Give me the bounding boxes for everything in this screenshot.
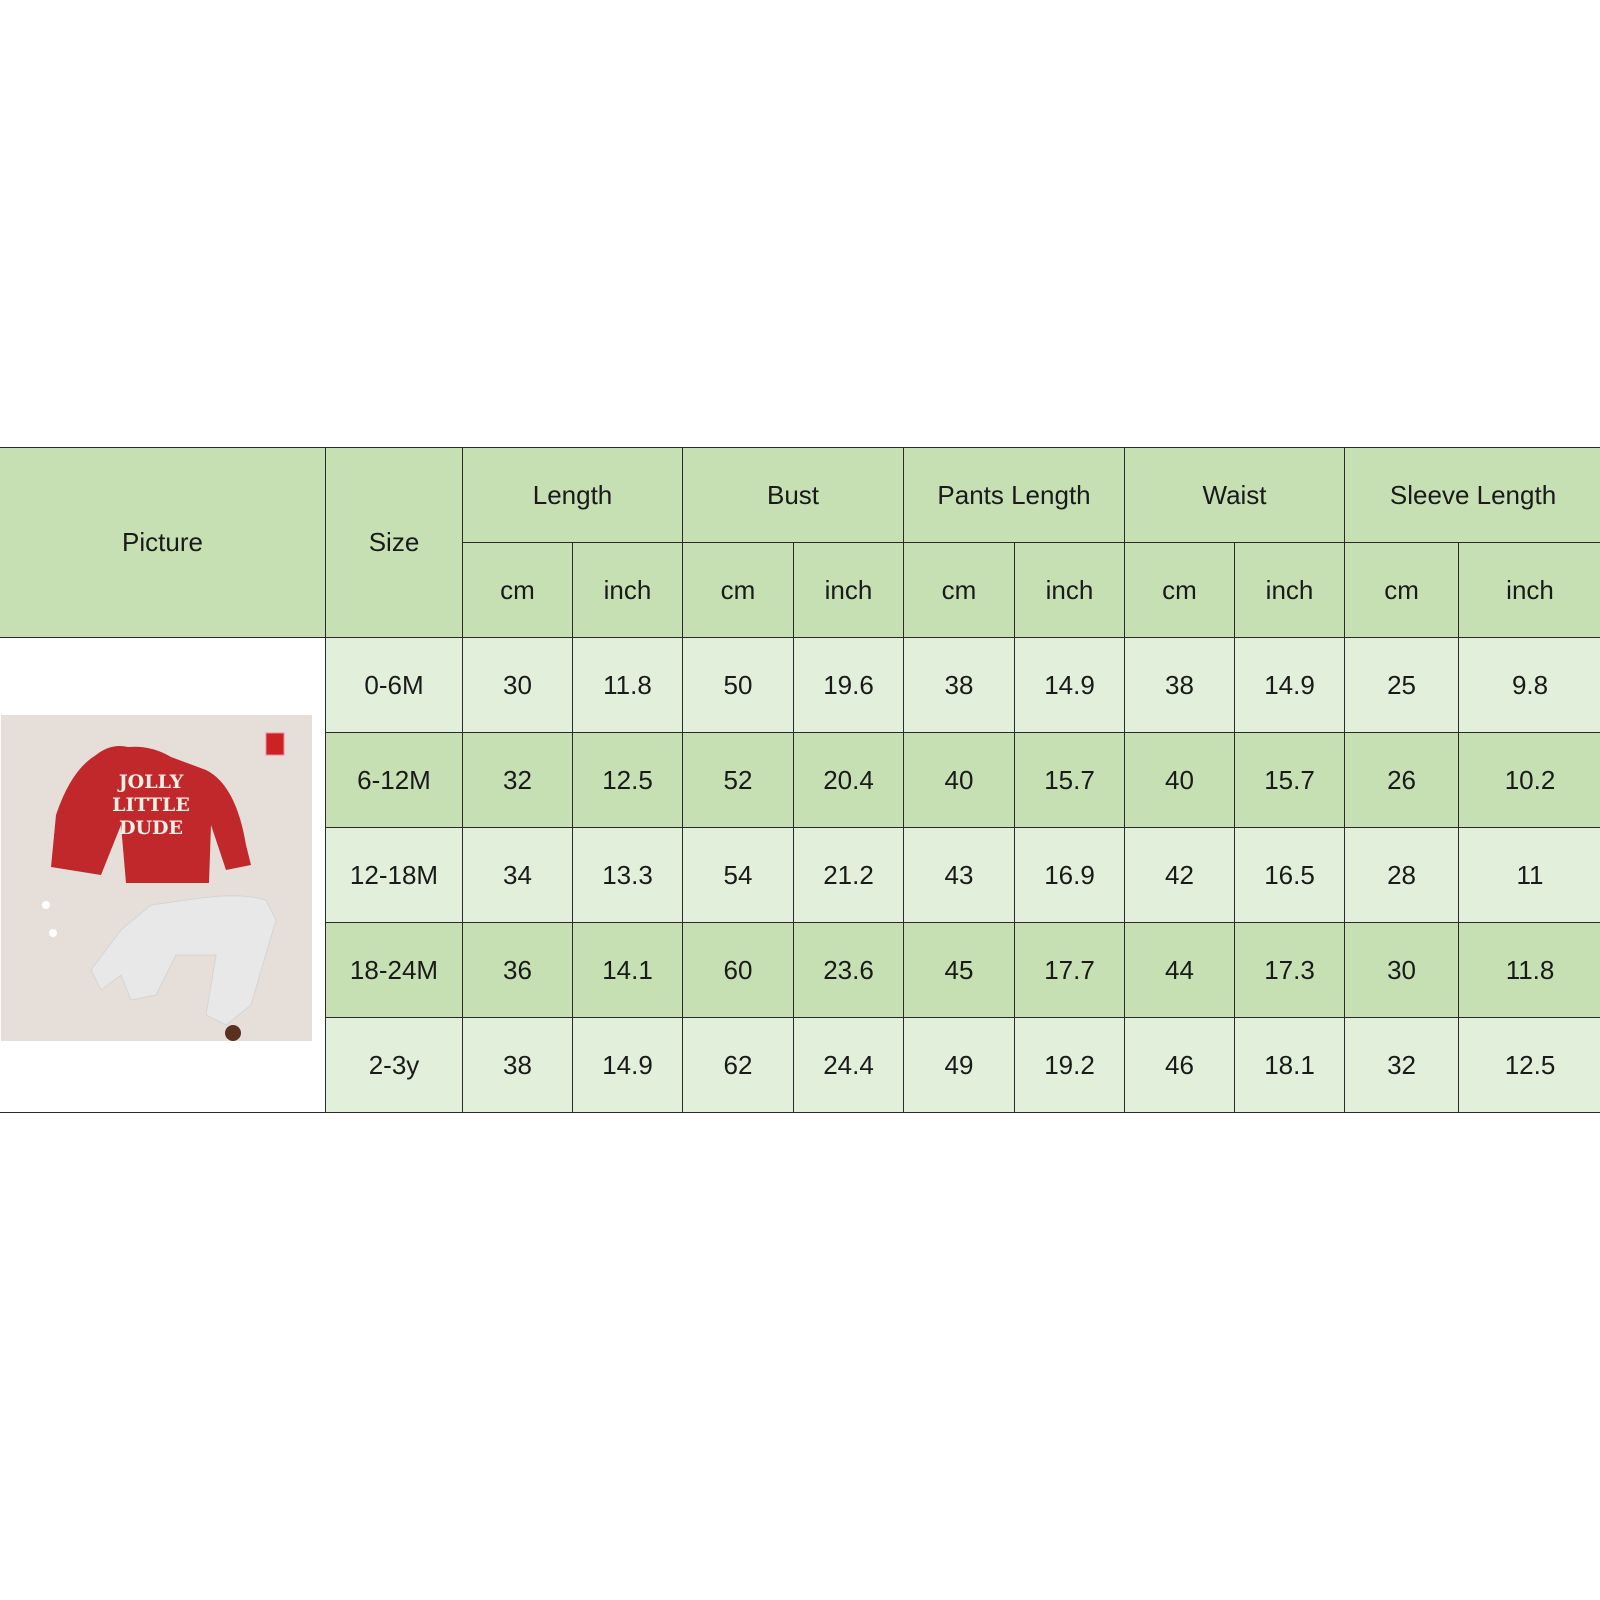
value-cell: 14.9 [1234, 637, 1346, 733]
value-cell: 10.2 [1458, 732, 1600, 828]
size-cell: 2-3y [325, 1017, 463, 1113]
header-unit-cm: cm [1344, 542, 1460, 638]
value-cell: 17.3 [1234, 922, 1346, 1018]
value-cell: 62 [682, 1017, 794, 1113]
value-cell: 38 [462, 1017, 573, 1113]
value-cell: 38 [903, 637, 1015, 733]
header-unit-inch: inch [1458, 542, 1600, 638]
value-cell: 16.5 [1234, 827, 1346, 923]
value-cell: 28 [1344, 827, 1460, 923]
value-cell: 32 [462, 732, 573, 828]
value-cell: 14.1 [572, 922, 683, 1018]
value-cell: 14.9 [572, 1017, 683, 1113]
table-row: 18-24M 36 14.1 60 23.6 45 17.7 44 17.3 30 11.8 [0, 922, 1600, 1018]
value-cell: 18.1 [1234, 1017, 1346, 1113]
header-length: Length [462, 447, 683, 543]
value-cell: 60 [682, 922, 794, 1018]
value-cell: 50 [682, 637, 794, 733]
value-cell: 11.8 [1458, 922, 1600, 1018]
value-cell: 15.7 [1013, 732, 1126, 828]
value-cell: 14.9 [1013, 637, 1126, 733]
header-unit-cm: cm [903, 542, 1015, 638]
value-cell: 43 [903, 827, 1015, 923]
header-bust: Bust [682, 447, 904, 543]
value-cell: 42 [1124, 827, 1236, 923]
value-cell: 23.6 [793, 922, 904, 1018]
value-cell: 40 [1124, 732, 1236, 828]
value-cell: 38 [1124, 637, 1236, 733]
value-cell: 21.2 [793, 827, 904, 923]
svg-text:LITTLE: LITTLE [112, 794, 190, 816]
header-unit-inch: inch [572, 542, 683, 638]
value-cell: 15.7 [1234, 732, 1346, 828]
header-unit-inch: inch [1013, 542, 1126, 638]
value-cell: 20.4 [793, 732, 904, 828]
header-unit-cm: cm [682, 542, 794, 638]
header-picture: Picture [0, 447, 326, 638]
size-cell: 0-6M [325, 637, 463, 733]
value-cell: 11.8 [572, 637, 683, 733]
header-sleeve-length: Sleeve Length [1344, 447, 1600, 543]
svg-text:JOLLY: JOLLY [117, 771, 184, 793]
size-cell: 12-18M [325, 827, 463, 923]
header-row-units: cm inch cm inch cm inch cm inch cm inch [0, 542, 1600, 638]
size-cell: 18-24M [325, 922, 463, 1018]
value-cell: 44 [1124, 922, 1236, 1018]
value-cell: 46 [1124, 1017, 1236, 1113]
value-cell: 40 [903, 732, 1015, 828]
value-cell: 13.3 [572, 827, 683, 923]
value-cell: 17.7 [1013, 922, 1126, 1018]
value-cell: 19.2 [1013, 1017, 1126, 1113]
picture-cell: JOLLY LITTLE DUDE [0, 637, 326, 1113]
value-cell: 9.8 [1458, 637, 1600, 733]
header-pants-length: Pants Length [902, 447, 1126, 543]
table-row: 6-12M 32 12.5 52 20.4 40 15.7 40 15.7 26 10.2 [0, 732, 1600, 828]
header-unit-inch: inch [1234, 542, 1346, 638]
value-cell: 54 [682, 827, 794, 923]
value-cell: 12.5 [572, 732, 683, 828]
header-unit-cm: cm [1124, 542, 1236, 638]
svg-text:DUDE: DUDE [119, 817, 183, 839]
size-cell: 6-12M [325, 732, 463, 828]
value-cell: 32 [1344, 1017, 1460, 1113]
header-row-groups: Picture Size Length Bust Pants Length Wa… [0, 447, 1600, 638]
header-unit-cm: cm [462, 542, 573, 638]
value-cell: 26 [1344, 732, 1460, 828]
table-row: 2-3y 38 14.9 62 24.4 49 19.2 46 18.1 32 12.5 [0, 1017, 1600, 1113]
table-row: 12-18M 34 13.3 54 21.2 43 16.9 42 16.5 28 11 [0, 827, 1600, 923]
value-cell: 49 [903, 1017, 1015, 1113]
table-row: JOLLY LITTLE DUDE 0-6M 30 11.8 50 19.6 38 14.9 38… [0, 637, 1600, 1113]
value-cell: 12.5 [1458, 1017, 1600, 1113]
value-cell: 52 [682, 732, 794, 828]
value-cell: 11 [1458, 827, 1600, 923]
header-size: Size [325, 447, 463, 638]
value-cell: 45 [903, 922, 1015, 1018]
size-chart-table: Picture Size Length Bust Pants Length Wa… [0, 447, 1600, 1113]
value-cell: 25 [1344, 637, 1460, 733]
header-waist: Waist [1124, 447, 1346, 543]
value-cell: 30 [1344, 922, 1460, 1018]
value-cell: 30 [462, 637, 573, 733]
value-cell: 36 [462, 922, 573, 1018]
header-unit-inch: inch [793, 542, 904, 638]
value-cell: 19.6 [793, 637, 904, 733]
value-cell: 24.4 [793, 1017, 904, 1113]
value-cell: 16.9 [1013, 827, 1126, 923]
value-cell: 34 [462, 827, 573, 923]
